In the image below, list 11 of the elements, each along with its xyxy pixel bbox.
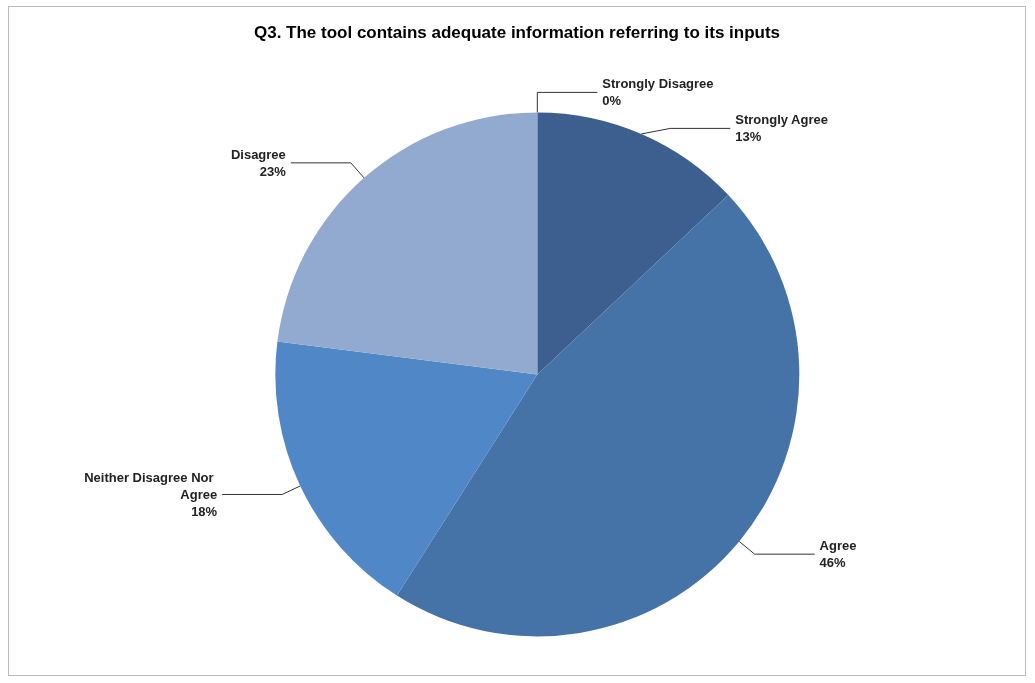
text: 0% [602, 93, 622, 109]
data-label: 13% [735, 129, 762, 145]
category-label: Strongly Disagree [602, 76, 714, 92]
data-label: 23% [259, 163, 287, 179]
slice-label: Strongly Agree [735, 112, 828, 128]
slice-label: Neither Disagree Nor Agree [84, 469, 218, 502]
slice-label: Disagree [230, 146, 286, 162]
slice-label: Agree [819, 538, 857, 554]
chart-title: Q3. The tool contains adequate information referring to its inputs [253, 23, 781, 42]
data-label: 18% [191, 503, 218, 519]
data-label: 46% [819, 555, 847, 571]
